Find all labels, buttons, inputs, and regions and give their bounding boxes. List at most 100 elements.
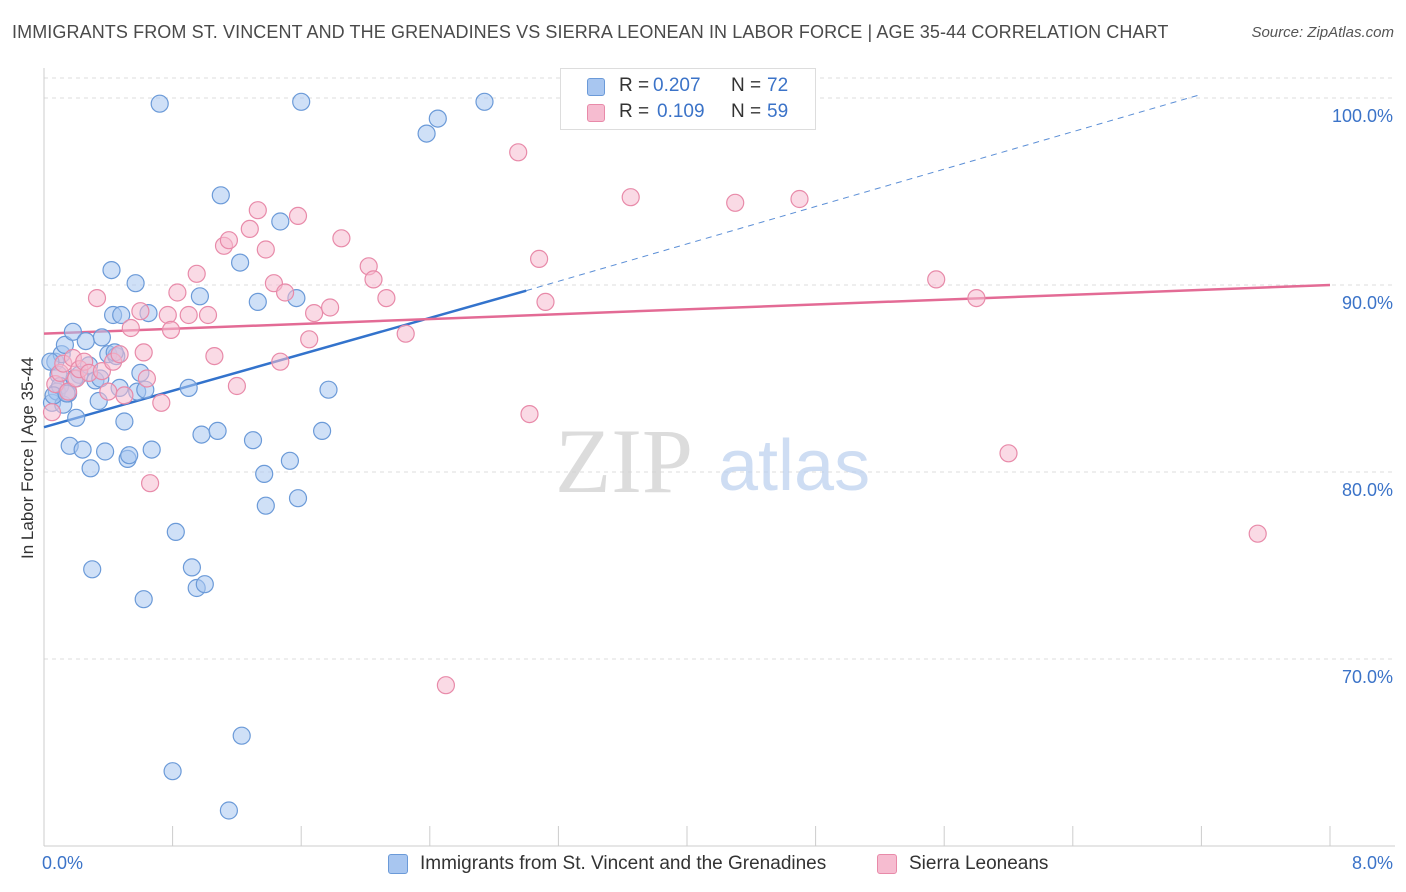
watermark-atlas: atlas [718, 426, 870, 506]
data-point-pink [198, 305, 218, 325]
x-tick-label: 0.0% [42, 853, 83, 873]
data-point-pink [967, 289, 986, 308]
data-point-blue [63, 322, 83, 341]
legend-swatch-blue [587, 78, 605, 96]
data-point-pink [305, 304, 324, 323]
data-point-pink [332, 229, 351, 248]
data-point-blue [292, 92, 311, 111]
data-point-pink [134, 343, 153, 362]
source-label: Source: ZipAtlas.com [1251, 24, 1394, 41]
data-point-pink [520, 405, 539, 424]
data-point-pink [509, 143, 528, 162]
x-tick-label: 8.0% [1352, 853, 1393, 873]
data-point-blue [190, 287, 209, 306]
data-point-pink [529, 249, 549, 268]
data-point-pink [137, 369, 156, 388]
data-point-blue [67, 408, 86, 427]
data-point-blue [417, 124, 436, 143]
data-point-blue [115, 412, 134, 431]
data-point-pink [248, 201, 267, 220]
data-point-blue [150, 94, 169, 113]
data-point-pink [58, 382, 78, 401]
legend-r-value: 0.109 [657, 101, 705, 122]
y-axis-label: In Labor Force | Age 35-44 [18, 357, 37, 559]
y-tick-label: 100.0% [1332, 106, 1393, 126]
data-point-pink [205, 347, 224, 366]
y-tick-label: 80.0% [1342, 480, 1393, 500]
data-point-blue [208, 421, 227, 440]
data-point-pink [168, 283, 187, 302]
data-points [41, 87, 1267, 820]
legend-swatch-blue [388, 854, 408, 874]
data-point-pink [121, 318, 140, 338]
data-point-pink [161, 320, 181, 339]
data-point-blue [126, 274, 145, 293]
data-point-pink [621, 188, 640, 207]
data-point-blue [255, 464, 274, 483]
data-point-pink [536, 292, 555, 311]
legend-n-value: 72 [767, 75, 789, 96]
data-point-blue [475, 92, 494, 111]
data-point-blue [192, 425, 211, 444]
legend-r-value: 0.207 [653, 75, 701, 96]
data-point-pink [1248, 524, 1267, 543]
legend-swatch-pink [877, 854, 897, 874]
data-point-pink [219, 231, 238, 250]
data-point-blue [195, 575, 214, 594]
data-point-pink [396, 324, 415, 343]
trend-line-pink [43, 283, 1331, 335]
data-point-pink [364, 270, 383, 289]
data-point-blue [243, 431, 263, 450]
data-point-pink [790, 189, 809, 209]
data-point-pink [240, 219, 259, 238]
tick-labels: 70.0% 80.0% 90.0% 100.0% 0.0% 8.0% [42, 106, 1393, 873]
series-pink [42, 87, 1267, 695]
data-point-blue [102, 261, 121, 280]
data-point-blue [95, 442, 115, 461]
data-point-pink [726, 193, 745, 212]
data-point-blue [120, 446, 139, 465]
data-point-pink [377, 289, 396, 308]
data-point-blue [163, 762, 182, 781]
legend-n-label: N = [731, 75, 762, 96]
data-point-blue [232, 726, 251, 745]
data-point-pink [321, 298, 340, 317]
y-tick-label: 90.0% [1342, 293, 1393, 313]
data-point-pink [187, 264, 206, 283]
data-point-pink [158, 305, 177, 325]
series-blue [41, 92, 494, 820]
data-point-pink [227, 376, 246, 396]
data-point-pink [115, 386, 134, 405]
data-point-blue [280, 451, 299, 470]
data-point-pink [131, 302, 150, 321]
data-point-blue [271, 212, 290, 231]
legend-n-label: N = [731, 101, 762, 122]
data-point-blue [112, 305, 131, 325]
data-point-pink [300, 330, 319, 349]
data-point-blue [73, 440, 92, 459]
data-point-blue [231, 253, 250, 272]
data-point-pink [288, 206, 308, 225]
data-point-blue [134, 590, 153, 609]
trend-line-dashed-blue [526, 93, 1202, 292]
data-point-pink [999, 444, 1018, 463]
data-point-blue [142, 440, 161, 459]
legend-swatch-pink [587, 104, 605, 122]
data-point-pink [141, 474, 160, 493]
data-point-blue [219, 801, 238, 820]
data-point-blue [211, 186, 230, 205]
legend-r-label: R = [619, 101, 650, 122]
data-point-blue [83, 560, 102, 579]
data-point-pink [152, 393, 171, 412]
data-point-blue [55, 335, 75, 354]
data-point-pink [436, 676, 455, 695]
watermark: ZIP atlas [555, 410, 870, 512]
legend-r-label: R = [619, 75, 650, 96]
data-point-pink [99, 382, 118, 401]
data-point-pink [276, 283, 295, 302]
data-point-pink [179, 305, 198, 325]
data-point-pink [110, 345, 129, 364]
chart-title: IMMIGRANTS FROM ST. VINCENT AND THE GREN… [12, 22, 1169, 42]
y-tick-label: 70.0% [1342, 667, 1393, 687]
